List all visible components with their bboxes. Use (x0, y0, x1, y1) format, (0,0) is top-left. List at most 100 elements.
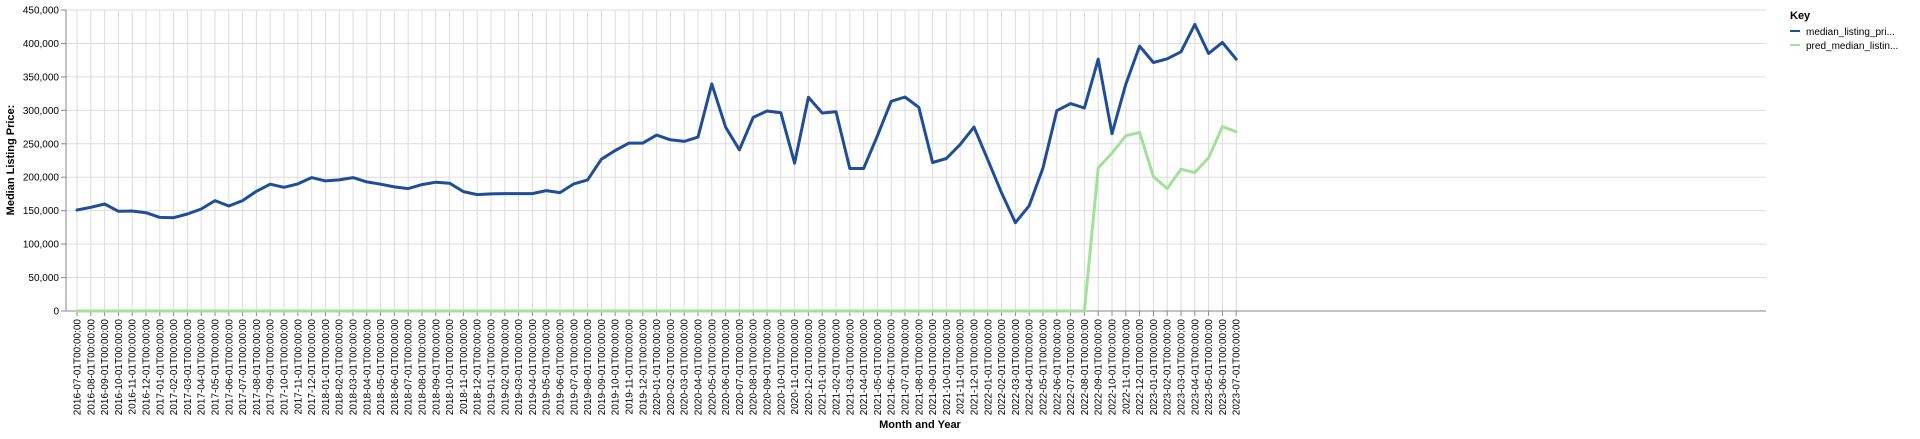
y-axis-title: Median Listing Price: (5, 105, 17, 216)
x-tick-label: 2022-01-01T00:00:00 (983, 319, 994, 416)
x-tick-label: 2022-08-01T00:00:00 (1080, 319, 1091, 416)
x-tick-label: 2019-02-01T00:00:00 (500, 319, 511, 416)
x-tick-label: 2021-04-01T00:00:00 (859, 319, 870, 416)
y-tick-label: 400,000 (23, 39, 60, 50)
x-tick-label: 2023-05-01T00:00:00 (1204, 319, 1215, 416)
x-tick-label: 2019-04-01T00:00:00 (528, 319, 539, 416)
x-tick-label: 2020-02-01T00:00:00 (666, 319, 677, 416)
x-tick-label: 2021-09-01T00:00:00 (928, 319, 939, 416)
x-tick-label: 2016-07-01T00:00:00 (73, 319, 84, 416)
legend: Key median_listing_pri... pred_median_li… (1790, 10, 1898, 52)
x-tick-label: 2017-04-01T00:00:00 (197, 319, 208, 416)
y-tick-label: 250,000 (23, 139, 60, 150)
x-axis: 2016-07-01T00:00:00 2016-08-01T00:00:00 20… (66, 310, 1766, 416)
x-tick-label: 2019-09-01T00:00:00 (597, 319, 608, 416)
x-tick-label: 2022-09-01T00:00:00 (1094, 319, 1105, 416)
x-tick-label: 2016-09-01T00:00:00 (100, 319, 111, 416)
x-tick-label: 2018-01-01T00:00:00 (321, 319, 332, 416)
x-tick-label: 2018-10-01T00:00:00 (445, 319, 456, 416)
x-tick-label: 2019-07-01T00:00:00 (569, 319, 580, 416)
y-tick-label: 0 (53, 307, 59, 318)
x-tick-label: 2017-08-01T00:00:00 (252, 319, 263, 416)
x-tick-label: 2020-04-01T00:00:00 (694, 319, 705, 416)
y-tick-label: 350,000 (23, 72, 60, 83)
x-tick-label: 2021-10-01T00:00:00 (942, 319, 953, 416)
y-tick-label: 100,000 (23, 240, 60, 251)
y-axis: 0 50,000 100,000 150,000 200,000 250,000 300,0… (23, 6, 67, 318)
y-tick-label: 200,000 (23, 173, 60, 184)
x-tick-label: 2017-03-01T00:00:00 (183, 319, 194, 416)
x-tick-label: 2023-07-01T00:00:00 (1232, 319, 1243, 416)
x-tick-label: 2021-12-01T00:00:00 (970, 319, 981, 416)
x-tick-label: 2016-08-01T00:00:00 (86, 319, 97, 416)
x-tick-label: 2020-03-01T00:00:00 (680, 319, 691, 416)
x-tick-label: 2018-04-01T00:00:00 (362, 319, 373, 416)
x-tick-label: 2023-02-01T00:00:00 (1163, 319, 1174, 416)
x-tick-label: 2022-07-01T00:00:00 (1066, 319, 1077, 416)
x-tick-label: 2019-11-01T00:00:00 (625, 319, 636, 415)
grid-lines (66, 9, 1766, 312)
x-tick-label: 2021-03-01T00:00:00 (845, 319, 856, 416)
x-tick-label: 2022-12-01T00:00:00 (1135, 319, 1146, 416)
x-tick-label: 2018-08-01T00:00:00 (418, 319, 429, 416)
x-tick-label: 2022-04-01T00:00:00 (1025, 319, 1036, 416)
x-tick-label: 2017-07-01T00:00:00 (238, 319, 249, 416)
series-line-pred-median-listing-price (75, 125, 1238, 313)
y-tick-label: 450,000 (23, 6, 60, 17)
x-tick-label: 2018-11-01T00:00:00 (459, 319, 470, 415)
x-tick-label: 2023-06-01T00:00:00 (1218, 319, 1229, 416)
x-tick-label: 2021-02-01T00:00:00 (832, 319, 843, 416)
series-lines (75, 22, 1238, 313)
x-tick-label: 2022-03-01T00:00:00 (1011, 319, 1022, 416)
x-tick-label: 2021-06-01T00:00:00 (887, 319, 898, 416)
x-tick-label: 2021-01-01T00:00:00 (818, 319, 829, 416)
x-tick-label: 2020-08-01T00:00:00 (749, 319, 760, 416)
legend-label-pred: pred_median_listin... (1806, 41, 1898, 52)
series-line-median-listing-price (75, 22, 1238, 225)
x-axis-title: Month and Year (879, 419, 961, 431)
x-tick-label: 2020-05-01T00:00:00 (707, 319, 718, 416)
x-tick-label: 2017-05-01T00:00:00 (211, 319, 222, 416)
x-tick-label: 2019-03-01T00:00:00 (514, 319, 525, 416)
x-tick-label: 2017-10-01T00:00:00 (280, 319, 291, 416)
x-tick-label: 2020-01-01T00:00:00 (652, 319, 663, 416)
x-tick-label: 2021-11-01T00:00:00 (956, 319, 967, 415)
x-tick-label: 2022-05-01T00:00:00 (1039, 319, 1050, 416)
x-tick-label: 2018-09-01T00:00:00 (431, 319, 442, 416)
x-tick-label: 2017-02-01T00:00:00 (169, 319, 180, 416)
x-tick-label: 2017-11-01T00:00:00 (293, 319, 304, 415)
x-tick-label: 2023-04-01T00:00:00 (1190, 319, 1201, 416)
x-tick-label: 2022-02-01T00:00:00 (997, 319, 1008, 416)
x-tick-label: 2017-06-01T00:00:00 (224, 319, 235, 416)
x-tick-label: 2018-07-01T00:00:00 (404, 319, 415, 416)
x-tick-label: 2019-05-01T00:00:00 (542, 319, 553, 416)
x-tick-label: 2020-09-01T00:00:00 (763, 319, 774, 416)
x-tick-label: 2022-06-01T00:00:00 (1052, 319, 1063, 416)
x-tick-label: 2019-01-01T00:00:00 (487, 319, 498, 416)
x-tick-label: 2020-11-01T00:00:00 (790, 319, 801, 415)
x-tick-label: 2019-06-01T00:00:00 (556, 319, 567, 416)
x-tick-label: 2018-02-01T00:00:00 (335, 319, 346, 416)
x-tick-label: 2020-06-01T00:00:00 (721, 319, 732, 416)
x-tick-label: 2021-05-01T00:00:00 (873, 319, 884, 416)
x-tick-label: 2020-10-01T00:00:00 (776, 319, 787, 416)
x-tick-label: 2022-10-01T00:00:00 (1108, 319, 1119, 416)
x-tick-label: 2016-11-01T00:00:00 (128, 319, 139, 415)
x-tick-label: 2020-12-01T00:00:00 (804, 319, 815, 416)
x-tick-label: 2021-07-01T00:00:00 (901, 319, 912, 416)
x-tick-label: 2018-12-01T00:00:00 (473, 319, 484, 416)
y-tick-label: 150,000 (23, 206, 60, 217)
x-tick-label: 2018-03-01T00:00:00 (349, 319, 360, 416)
x-tick-label: 2023-01-01T00:00:00 (1149, 319, 1160, 416)
y-tick-label: 300,000 (23, 106, 60, 117)
y-tick-label: 50,000 (28, 273, 59, 284)
x-tick-label: 2019-08-01T00:00:00 (583, 319, 594, 416)
legend-label-median: median_listing_pri... (1806, 27, 1895, 38)
x-tick-label: 2016-12-01T00:00:00 (142, 319, 153, 416)
x-tick-label: 2018-05-01T00:00:00 (376, 319, 387, 416)
x-tick-label: 2022-11-01T00:00:00 (1121, 319, 1132, 415)
legend-title: Key (1790, 10, 1811, 22)
x-tick-label: 2017-09-01T00:00:00 (266, 319, 277, 416)
x-tick-label: 2017-01-01T00:00:00 (155, 319, 166, 416)
